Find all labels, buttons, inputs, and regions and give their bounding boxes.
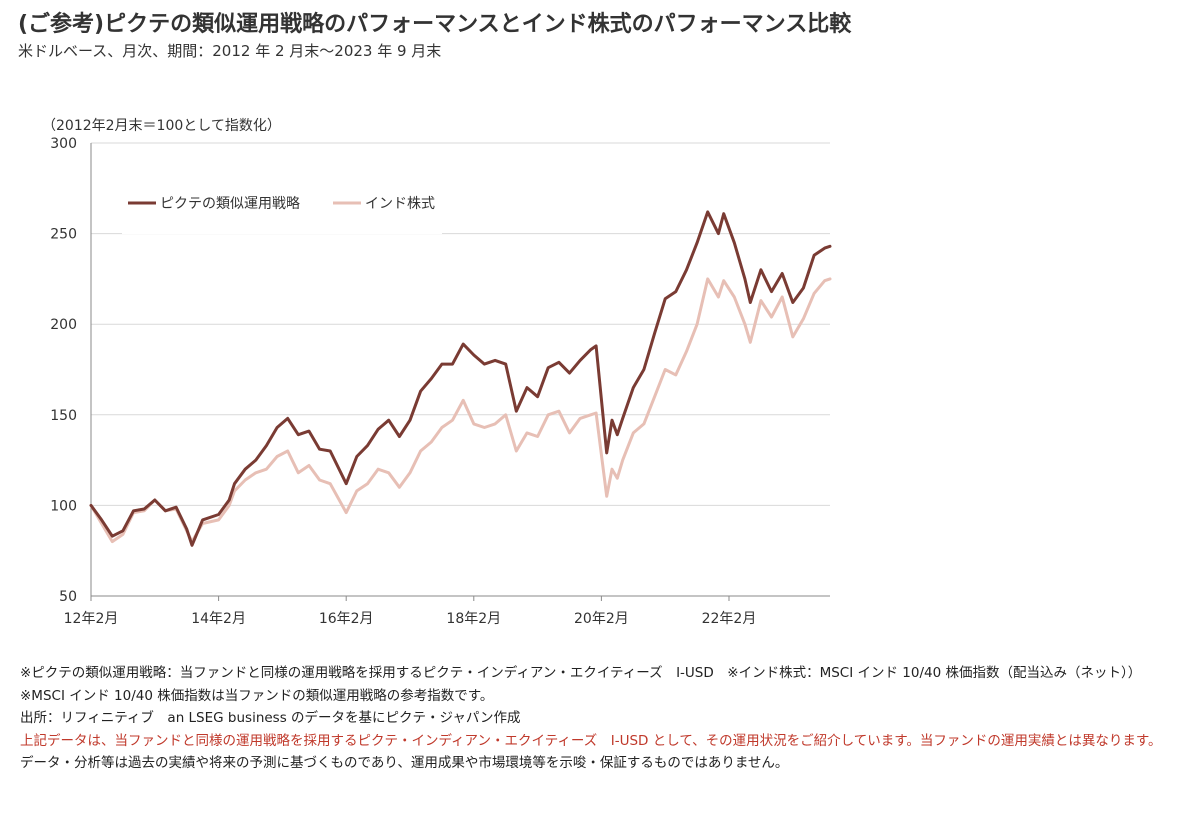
legend: ピクテの類似運用戦略 インド株式 xyxy=(122,186,442,234)
y-tick-label: 300 xyxy=(50,136,77,152)
footnotes: ※ピクテの類似運用戦略：当ファンドと同様の運用戦略を採用するピクテ・インディアン… xyxy=(20,662,1180,775)
footnote: 出所：リフィニティブ an LSEG business のデータを基にピクテ・ジ… xyxy=(20,710,521,726)
x-tick-label: 16年2月 xyxy=(319,611,374,627)
series-line xyxy=(89,210,832,547)
x-tick-label: 20年2月 xyxy=(574,611,629,627)
x-tick-label: 22年2月 xyxy=(702,611,757,627)
y-tick-label: 200 xyxy=(50,317,77,333)
x-tick-label: 14年2月 xyxy=(191,611,246,627)
x-tick-label: 12年2月 xyxy=(64,611,119,627)
page-title: (ご参考)ピクテの類似運用戦略のパフォーマンスとインド株式のパフォーマンス比較 xyxy=(18,12,852,37)
x-axis-ticks: 12年2月 14年2月 16年2月 18年2月 20年2月 22年2月 xyxy=(64,596,757,627)
y-tick-label: 100 xyxy=(50,498,77,514)
y-tick-label: 150 xyxy=(50,408,77,424)
y-axis-ticks: 50 100 150 200 250 300 xyxy=(50,136,77,605)
y-tick-label: 250 xyxy=(50,227,77,243)
footnote: ※MSCI インド 10/40 株価指数は当ファンドの類似運用戦略の参考指数です… xyxy=(20,687,494,704)
footnote: データ・分析等は過去の実績や将来の予測に基づくものであり、運用成果や市場環境等を… xyxy=(20,755,789,771)
legend-background xyxy=(122,186,442,234)
y-tick-label: 50 xyxy=(59,589,77,605)
series-line xyxy=(89,277,832,544)
legend-label: インド株式 xyxy=(365,196,435,212)
line-chart: （2012年2月末＝100として指数化） 50 100 150 200 250 300 1… xyxy=(42,118,832,627)
series-lines xyxy=(89,210,832,547)
axes xyxy=(90,143,830,597)
footnote: ※ピクテの類似運用戦略：当ファンドと同様の運用戦略を採用するピクテ・インディアン… xyxy=(20,665,1142,681)
page-subtitle: 米ドルベース、月次、期間：2012 年 2 月末～2023 年 9 月末 xyxy=(18,42,442,60)
legend-label: ピクテの類似運用戦略 xyxy=(160,196,300,212)
footnote: 上記データは、当ファンドと同様の運用戦略を採用するピクテ・インディアン・エクイテ… xyxy=(20,732,1162,749)
x-tick-label: 18年2月 xyxy=(446,611,501,627)
y-axis-unit-label: （2012年2月末＝100として指数化） xyxy=(42,118,281,134)
